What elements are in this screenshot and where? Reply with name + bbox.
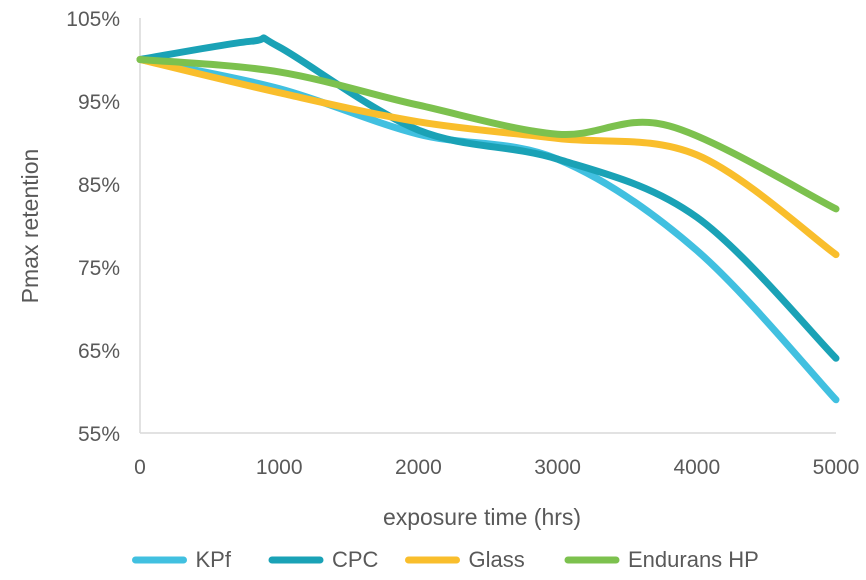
x-tick-label: 2000: [395, 456, 442, 479]
x-tick-label: 3000: [534, 456, 581, 479]
y-tick-label: 55%: [78, 423, 120, 446]
series-line-kpf: [136, 56, 840, 404]
chart-legend: KPf CPC Glass Endurans HP: [132, 547, 759, 572]
series-line-endurans-hp: [136, 56, 840, 213]
y-tick-label: 105%: [66, 8, 120, 31]
x-tick-label: 4000: [673, 456, 720, 479]
y-tick-label: 75%: [78, 257, 120, 280]
y-axis-tick-labels: 55% 65% 75% 85% 95% 105%: [66, 8, 120, 446]
y-tick-label: 85%: [78, 174, 120, 197]
x-tick-label: 0: [134, 456, 146, 479]
series-lines: [136, 34, 840, 404]
legend-label: Glass: [469, 547, 525, 572]
x-axis-title: exposure time (hrs): [383, 504, 581, 530]
legend-label: CPC: [332, 547, 379, 572]
legend-label: Endurans HP: [628, 547, 759, 572]
x-tick-label: 5000: [813, 456, 860, 479]
y-tick-label: 65%: [78, 340, 120, 363]
x-tick-label: 1000: [256, 456, 303, 479]
series-line-cpc: [136, 34, 840, 362]
series-line-glass: [136, 56, 840, 259]
y-axis-title: Pmax retention: [17, 149, 43, 304]
legend-label: KPf: [196, 547, 232, 572]
x-axis-tick-labels: 0 1000 2000 3000 4000 5000: [134, 456, 859, 479]
y-tick-label: 95%: [78, 91, 120, 114]
